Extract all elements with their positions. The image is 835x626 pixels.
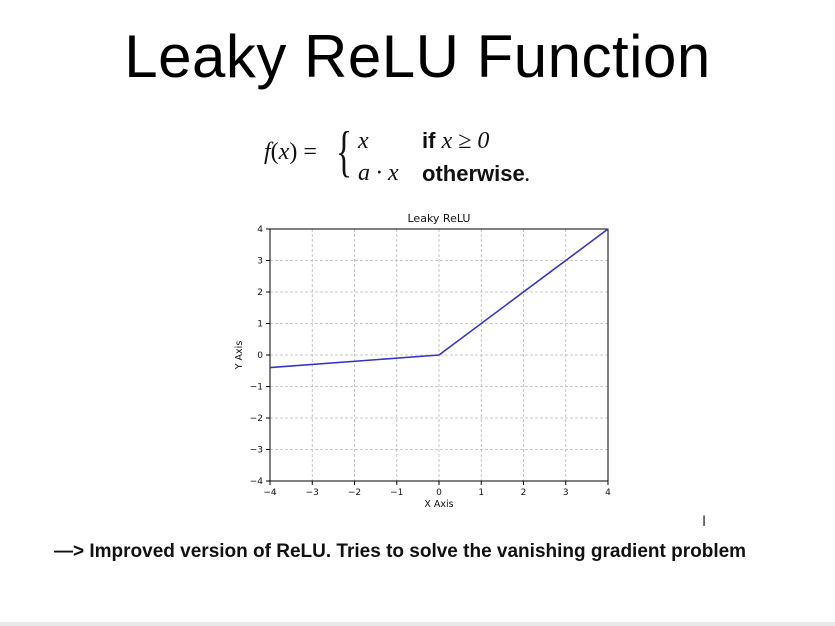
y-axis-label: Y Axis <box>234 341 245 371</box>
slide-title: Leaky ReLU Function <box>124 23 711 90</box>
y-tick-label: 1 <box>257 320 263 330</box>
formula-case1-expr: x <box>358 128 369 154</box>
formula-close-equals: ) = <box>289 139 317 165</box>
chart-grid <box>269 228 609 482</box>
y-tick-label: −1 <box>250 383 263 393</box>
y-tick-label: 4 <box>257 225 263 235</box>
x-tick-label: 2 <box>521 488 527 498</box>
formula-x: x <box>278 139 290 165</box>
formula-brace: { <box>336 121 353 183</box>
formula-lhs: f(x) = <box>264 139 317 166</box>
chart-ticks: −4 −3 −2 −1 0 1 2 3 4 −4 −3 −2 −1 0 1 2 3 4 <box>250 225 611 498</box>
x-tick-label: −4 <box>263 488 277 498</box>
x-tick-label: −2 <box>348 488 361 498</box>
chart-title: Leaky ReLU <box>408 212 471 225</box>
series-line <box>269 228 609 369</box>
footer-note: —> Improved version of ReLU. Tries to so… <box>54 541 747 562</box>
y-tick-label: 2 <box>257 288 263 298</box>
bottom-divider <box>0 622 835 626</box>
leaky-relu-chart: Leaky ReLU −4 −3 −2 −1 0 1 2 3 4 −4 −3 −2 −1 0 1 2 3 4 X … <box>234 212 611 510</box>
x-tick-label: 0 <box>436 488 442 498</box>
x-tick-label: −1 <box>390 488 403 498</box>
formula-case2-period: . <box>524 161 531 187</box>
y-tick-label: −2 <box>250 414 263 424</box>
formula-case2-cond: otherwise. <box>422 161 531 188</box>
text-cursor-icon: I <box>702 514 707 530</box>
formula-case1-cond: if x ≥ 0 <box>422 128 489 155</box>
formula-open-paren: ( <box>270 139 279 165</box>
x-axis-label: X Axis <box>424 499 453 510</box>
x-tick-label: 4 <box>605 488 611 498</box>
formula-f: f <box>264 139 271 165</box>
formula-case1-math: x ≥ 0 <box>441 128 490 154</box>
y-tick-label: −3 <box>250 446 263 456</box>
y-tick-label: 0 <box>257 351 263 361</box>
y-tick-label: −4 <box>250 477 264 487</box>
y-tick-label: 3 <box>257 257 263 267</box>
chart-series <box>269 228 609 369</box>
formula-case2-expr: a · x <box>358 160 399 186</box>
formula-case2-otherwise: otherwise <box>422 161 525 186</box>
x-tick-label: 3 <box>563 488 569 498</box>
formula-case1-if: if <box>422 128 436 153</box>
x-tick-label: 1 <box>478 488 484 498</box>
x-tick-label: −3 <box>306 488 319 498</box>
leaky-relu-formula: f(x) = { x if x ≥ 0 a · x otherwise. <box>264 121 594 190</box>
